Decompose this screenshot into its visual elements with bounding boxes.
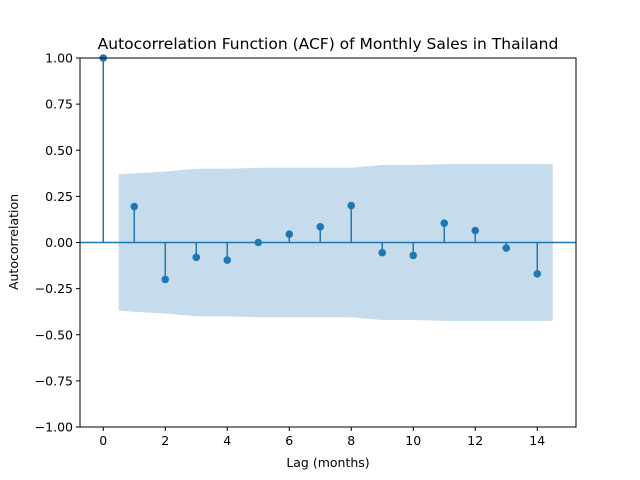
stems-layer (80, 54, 576, 284)
acf-point (316, 223, 325, 231)
x-tick-label: 6 (285, 433, 293, 448)
acf-point (161, 275, 170, 284)
x-tick-label: 0 (99, 433, 107, 448)
acf-point (502, 244, 511, 252)
acf-point (533, 270, 542, 278)
chart-title: Autocorrelation Function (ACF) of Monthl… (98, 35, 559, 53)
acf-point (285, 230, 294, 238)
x-ticks: 0 2 4 6 8 10 12 14 (99, 427, 545, 448)
y-tick-label: 0.00 (45, 235, 73, 250)
y-tick-label: 0.25 (45, 189, 73, 204)
x-axis-label: Lag (months) (286, 455, 369, 470)
y-tick-label: 0.50 (45, 143, 73, 158)
acf-point (471, 226, 480, 235)
acf-point (378, 248, 387, 257)
y-tick-label: −0.50 (35, 327, 73, 342)
acf-point (130, 202, 139, 211)
y-ticks: −1.00 −0.75 −0.50 −0.25 0.00 0.25 0.50 0.75 1.00 (35, 51, 80, 435)
x-tick-label: 10 (405, 433, 421, 448)
y-tick-label: −1.00 (35, 420, 73, 435)
acf-point (192, 253, 201, 262)
y-tick-label: 1.00 (45, 51, 73, 66)
y-tick-label: −0.25 (35, 281, 73, 296)
acf-point (347, 201, 356, 210)
y-tick-label: −0.75 (35, 373, 73, 388)
acf-point (223, 256, 232, 264)
x-tick-label: 14 (529, 433, 545, 448)
x-tick-label: 12 (467, 433, 483, 448)
acf-point (254, 238, 263, 247)
y-axis-label: Autocorrelation (6, 194, 21, 290)
x-tick-label: 2 (161, 433, 169, 448)
x-tick-label: 4 (223, 433, 231, 448)
y-tick-label: 0.75 (45, 97, 73, 112)
acf-point (440, 219, 449, 227)
x-tick-label: 8 (347, 433, 355, 448)
acf-point (409, 251, 418, 260)
